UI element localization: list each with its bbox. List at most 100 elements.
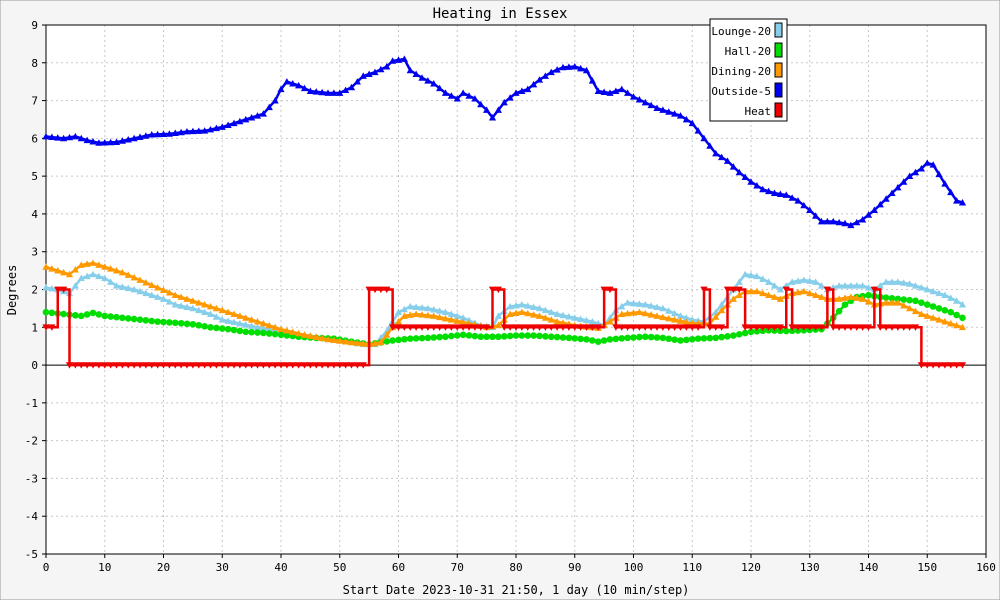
data-point bbox=[154, 318, 161, 325]
data-point bbox=[394, 56, 403, 63]
data-point bbox=[770, 293, 779, 300]
data-point bbox=[159, 286, 168, 294]
data-point bbox=[959, 314, 966, 322]
data-point bbox=[935, 305, 943, 312]
data-point bbox=[430, 79, 438, 87]
data-point bbox=[647, 311, 655, 318]
data-point bbox=[835, 282, 843, 289]
data-point bbox=[912, 297, 919, 305]
data-point bbox=[647, 302, 655, 309]
data-point bbox=[400, 305, 408, 313]
data-point bbox=[342, 86, 350, 94]
data-point bbox=[183, 295, 191, 302]
data-point bbox=[947, 308, 955, 316]
data-point bbox=[394, 308, 403, 316]
data-point bbox=[700, 286, 708, 294]
data-point bbox=[876, 200, 884, 208]
data-point bbox=[107, 265, 115, 272]
data-point bbox=[888, 189, 896, 197]
data-point bbox=[212, 313, 220, 320]
data-point bbox=[201, 127, 209, 134]
data-point bbox=[101, 263, 109, 270]
data-point bbox=[794, 324, 802, 331]
data-point bbox=[89, 309, 97, 317]
data-point bbox=[353, 339, 361, 346]
data-point bbox=[606, 89, 614, 96]
data-point bbox=[165, 130, 173, 137]
data-point bbox=[782, 286, 790, 294]
data-point bbox=[753, 324, 761, 331]
x-tick-label: 80 bbox=[509, 561, 522, 574]
data-point bbox=[841, 294, 849, 301]
data-point bbox=[606, 286, 614, 294]
data-point bbox=[371, 68, 379, 76]
data-point bbox=[107, 362, 115, 369]
data-point bbox=[183, 303, 191, 311]
data-point bbox=[888, 299, 896, 306]
data-point bbox=[535, 304, 544, 312]
data-point bbox=[277, 362, 285, 369]
data-point bbox=[806, 289, 814, 297]
data-point bbox=[917, 284, 925, 291]
data-point bbox=[659, 313, 667, 321]
data-point bbox=[113, 313, 120, 321]
data-point bbox=[359, 340, 367, 347]
data-point bbox=[330, 362, 338, 369]
data-point bbox=[582, 324, 591, 331]
data-point bbox=[424, 304, 432, 312]
data-point bbox=[800, 287, 808, 295]
data-point bbox=[506, 310, 514, 317]
data-point bbox=[430, 324, 438, 331]
data-point bbox=[741, 329, 749, 337]
data-point bbox=[718, 333, 725, 341]
data-point bbox=[759, 185, 767, 193]
data-point bbox=[54, 286, 62, 294]
data-point bbox=[83, 272, 91, 280]
data-point bbox=[947, 294, 955, 301]
data-point bbox=[900, 178, 908, 185]
data-point bbox=[900, 296, 908, 303]
chart-title: Heating in Essex bbox=[433, 6, 568, 22]
data-point bbox=[165, 362, 173, 369]
data-point bbox=[653, 312, 661, 319]
data-point bbox=[729, 163, 737, 170]
data-point bbox=[659, 324, 667, 331]
data-point bbox=[776, 190, 784, 197]
data-point bbox=[953, 362, 961, 369]
data-point bbox=[753, 287, 761, 295]
data-point bbox=[882, 195, 890, 202]
data-point bbox=[894, 324, 902, 331]
data-point bbox=[359, 362, 367, 369]
data-point bbox=[577, 324, 585, 331]
data-point bbox=[835, 324, 843, 331]
data-point bbox=[706, 334, 714, 342]
data-point bbox=[271, 330, 279, 338]
data-point bbox=[142, 132, 150, 139]
data-point bbox=[853, 218, 861, 226]
y-tick-label: -5 bbox=[25, 548, 38, 561]
data-point bbox=[312, 333, 320, 340]
data-point bbox=[671, 309, 679, 317]
data-point bbox=[324, 362, 332, 369]
data-point bbox=[412, 310, 420, 317]
data-point bbox=[953, 321, 961, 329]
data-point bbox=[101, 274, 109, 282]
data-point bbox=[629, 309, 638, 316]
data-point bbox=[124, 284, 132, 292]
data-point bbox=[735, 331, 743, 338]
data-point bbox=[665, 108, 673, 115]
data-point bbox=[665, 307, 673, 314]
x-tick-label: 140 bbox=[859, 561, 879, 574]
data-point bbox=[518, 301, 526, 308]
data-point bbox=[306, 362, 314, 369]
data-point bbox=[524, 85, 532, 93]
data-point bbox=[712, 149, 720, 157]
data-point bbox=[829, 324, 837, 331]
data-point bbox=[864, 324, 873, 331]
data-point bbox=[641, 301, 649, 308]
data-point bbox=[794, 197, 802, 204]
data-point bbox=[953, 297, 961, 304]
data-point bbox=[794, 277, 802, 284]
data-point bbox=[571, 314, 579, 321]
data-point bbox=[953, 311, 960, 319]
